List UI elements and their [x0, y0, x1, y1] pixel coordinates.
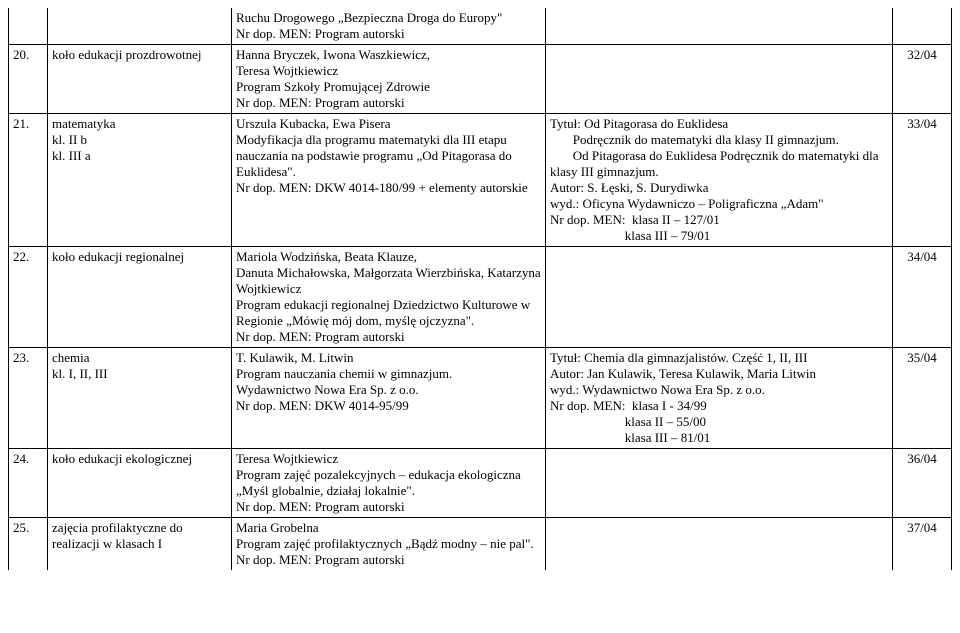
table-row: 21.matematyka kl. II b kl. III aUrszula … [9, 114, 952, 247]
cell-subject: koło edukacji prozdrowotnej [48, 45, 232, 114]
cell-textbook [546, 247, 893, 348]
cell-program: Mariola Wodzińska, Beata Klauze, Danuta … [232, 247, 546, 348]
cell-textbook [546, 8, 893, 45]
cell-textbook: Tytuł: Chemia dla gimnazjalistów. Część … [546, 348, 893, 449]
cell-program: Ruchu Drogowego „Bezpieczna Droga do Eur… [232, 8, 546, 45]
cell-subject: koło edukacji regionalnej [48, 247, 232, 348]
table-row: 22.koło edukacji regionalnejMariola Wodz… [9, 247, 952, 348]
cell-approval-number: 33/04 [893, 114, 952, 247]
cell-number: 22. [9, 247, 48, 348]
cell-approval-number: 36/04 [893, 449, 952, 518]
cell-program: Teresa Wojtkiewicz Program zajęć pozalek… [232, 449, 546, 518]
cell-approval-number: 34/04 [893, 247, 952, 348]
table-row: 24.koło edukacji ekologicznejTeresa Wojt… [9, 449, 952, 518]
cell-number: 25. [9, 518, 48, 571]
cell-number [9, 8, 48, 45]
table-row: 20.koło edukacji prozdrowotnejHanna Bryc… [9, 45, 952, 114]
cell-subject: zajęcia profilaktyczne do realizacji w k… [48, 518, 232, 571]
cell-subject [48, 8, 232, 45]
cell-program: Maria Grobelna Program zajęć profilaktyc… [232, 518, 546, 571]
table-row: Ruchu Drogowego „Bezpieczna Droga do Eur… [9, 8, 952, 45]
cell-program: Hanna Bryczek, Iwona Waszkiewicz, Teresa… [232, 45, 546, 114]
cell-textbook [546, 518, 893, 571]
cell-program: Urszula Kubacka, Ewa Pisera Modyfikacja … [232, 114, 546, 247]
cell-subject: chemia kl. I, II, III [48, 348, 232, 449]
programs-table: Ruchu Drogowego „Bezpieczna Droga do Eur… [8, 8, 952, 570]
cell-approval-number: 32/04 [893, 45, 952, 114]
cell-subject: matematyka kl. II b kl. III a [48, 114, 232, 247]
cell-number: 20. [9, 45, 48, 114]
cell-approval-number: 37/04 [893, 518, 952, 571]
cell-approval-number: 35/04 [893, 348, 952, 449]
cell-program: T. Kulawik, M. Litwin Program nauczania … [232, 348, 546, 449]
cell-number: 21. [9, 114, 48, 247]
cell-subject: koło edukacji ekologicznej [48, 449, 232, 518]
cell-textbook [546, 45, 893, 114]
table-row: 25.zajęcia profilaktyczne do realizacji … [9, 518, 952, 571]
table-row: 23.chemia kl. I, II, IIIT. Kulawik, M. L… [9, 348, 952, 449]
cell-approval-number [893, 8, 952, 45]
cell-number: 24. [9, 449, 48, 518]
cell-number: 23. [9, 348, 48, 449]
cell-textbook: Tytuł: Od Pitagorasa do Euklidesa Podręc… [546, 114, 893, 247]
cell-textbook [546, 449, 893, 518]
